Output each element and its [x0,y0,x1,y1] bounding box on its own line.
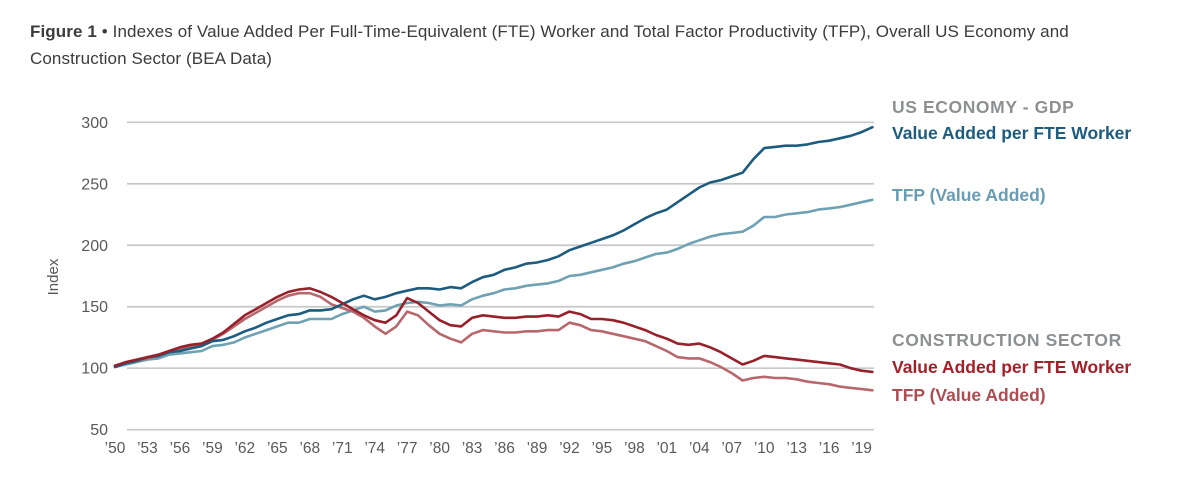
x-tick-label: ’16 [819,440,840,457]
x-tick-label: ’86 [494,440,515,457]
x-tick-label: ’89 [527,440,548,457]
series-line [113,125,874,369]
x-tick-label: ’13 [786,440,807,457]
x-tick-label: ’04 [689,440,710,457]
figure-label: Figure 1 [30,22,97,41]
x-tick-label: ’95 [592,440,613,457]
legend-us-header: US ECONOMY - GDP [892,97,1075,117]
y-tick-label: 200 [81,238,108,255]
x-tick-label: ’10 [754,440,775,457]
x-tick-label: ’83 [462,440,483,457]
legend-us-tfp-label: TFP (Value Added) [892,185,1046,205]
x-tick-label: ’19 [851,440,872,457]
legend-construction-va-label: Value Added per FTE Worker [892,357,1132,377]
y-axis-label: Index [45,258,62,295]
series-line [113,291,874,392]
x-tick-label: ’50 [105,440,126,457]
y-tick-label: 300 [81,115,108,132]
x-tick-label: ’74 [364,440,385,457]
x-tick-label: ’01 [656,440,677,457]
x-tick-label: ’65 [267,440,288,457]
x-tick-label: ’68 [299,440,320,457]
y-tick-label: 250 [81,176,108,193]
legend-construction-header: CONSTRUCTION SECTOR [892,330,1122,350]
x-tick-label: ’56 [170,440,191,457]
x-tick-label: ’71 [332,440,353,457]
y-tick-label: 150 [81,299,108,316]
x-tick-label: ’62 [234,440,255,457]
x-tick-label: ’80 [429,440,450,457]
x-tick-label: ’59 [202,440,223,457]
legend-construction-tfp-label: TFP (Value Added) [892,385,1046,405]
x-tick-label: ’77 [397,440,418,457]
y-tick-label: 100 [81,361,108,378]
figure-title-text: Indexes of Value Added Per Full-Time-Equ… [30,22,1069,68]
x-tick-label: ’53 [137,440,158,457]
y-tick-label: 50 [90,422,108,439]
figure-title: Figure 1 • Indexes of Value Added Per Fu… [30,18,1155,72]
legend-us-va-label: Value Added per FTE Worker [892,123,1132,143]
x-tick-label: ’07 [721,440,742,457]
series-line [113,198,874,369]
x-tick-label: ’92 [559,440,580,457]
series-line [113,286,874,374]
figure-title-separator: • [101,22,108,41]
x-tick-label: ’98 [624,440,645,457]
